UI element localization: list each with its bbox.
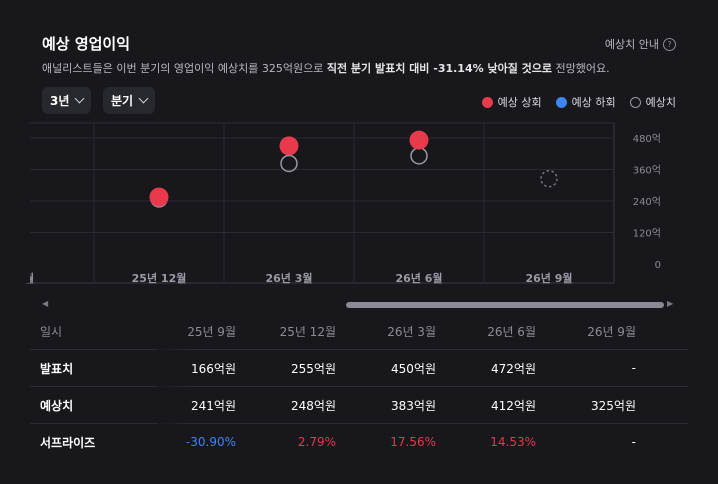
chevron-down-icon <box>138 93 149 104</box>
table-cell: 412억원 <box>491 398 536 413</box>
chart-legend: 예상 상회 예상 하회 예상치 <box>481 94 676 110</box>
table-row: 서프라이즈 -30.90% 2.79% 17.56% 14.53% - <box>30 424 688 460</box>
page-title: 예상 영업이익 <box>42 35 131 53</box>
scroll-left-arrow[interactable]: ◀ <box>42 299 49 308</box>
table-header-label: 일시 <box>40 324 63 339</box>
unit-value: 분기 <box>111 94 134 108</box>
row-label: 서프라이즈 <box>40 435 96 450</box>
chart-left-mask <box>0 123 30 283</box>
table-cell: 248억원 <box>291 398 336 413</box>
chart-scrollbar-thumb[interactable] <box>346 302 664 308</box>
x-tick-label: 26년 9월 <box>525 271 572 285</box>
legend-above-label: 예상 상회 <box>497 96 542 109</box>
scroll-right-arrow[interactable]: ▶ <box>667 299 674 308</box>
y-tick-label: 240억 <box>633 196 661 208</box>
period-value: 3년 <box>50 94 70 108</box>
legend-item-above: 예상 상회 <box>481 94 542 110</box>
table-cell: 325억원 <box>591 398 636 413</box>
estimate-point <box>540 169 558 188</box>
surprise-cell: 17.56% <box>390 435 436 449</box>
table-header-cell: 26년 6월 <box>487 324 536 339</box>
table-row: 예상치 241억원 248억원 383억원 412억원 325억원 <box>30 387 688 424</box>
actual-point <box>149 187 169 207</box>
surprise-cell: 14.53% <box>490 435 536 449</box>
legend-below-label: 예상 하회 <box>571 96 616 109</box>
legend-estimate-label: 예상치 <box>645 96 676 109</box>
table-header-row: 일시 25년 9월 25년 12월 26년 3월 26년 6월 26년 9월 <box>30 313 688 350</box>
table-row: 발표치 166억원 255억원 450억원 472억원 - <box>30 350 688 387</box>
legend-below-dot <box>555 96 567 108</box>
legend-item-below: 예상 하회 <box>555 94 616 110</box>
y-tick-label: 480억 <box>633 133 661 145</box>
summary-prefix: 애널리스트들은 이번 분기의 영업이익 예상치를 325억원으로 <box>42 62 327 75</box>
earnings-table: 일시 25년 9월 25년 12월 26년 3월 26년 6월 26년 9월 발… <box>30 313 688 460</box>
row-label: 예상치 <box>40 398 74 413</box>
y-tick-label: 360억 <box>633 165 661 177</box>
question-icon: ? <box>663 37 676 51</box>
estimate-guide-link[interactable]: 예상치 안내 ? <box>605 36 676 52</box>
x-tick-label: 25년 12월 <box>132 271 187 285</box>
table-cell: 255억원 <box>291 361 336 376</box>
actual-point <box>279 136 299 156</box>
x-tick-label: 26년 3월 <box>265 271 312 285</box>
table-header-cell: 26년 9월 <box>587 324 636 339</box>
period-dropdown[interactable]: 3년 <box>42 87 92 114</box>
y-tick-label: 120억 <box>633 228 661 240</box>
x-tick-label: 26년 6월 <box>395 271 442 285</box>
chevron-down-icon <box>74 93 85 104</box>
estimate-point <box>410 147 428 165</box>
table-cell: 383억원 <box>391 398 436 413</box>
actual-point <box>409 130 429 150</box>
summary-text: 애널리스트들은 이번 분기의 영업이익 예상치를 325억원으로 직전 분기 발… <box>42 60 610 76</box>
summary-suffix: 전망했어요. <box>552 62 610 75</box>
legend-above-dot <box>481 96 493 108</box>
table-cell: 166억원 <box>191 361 236 376</box>
table-cell: - <box>631 361 636 375</box>
table-cell: 241억원 <box>191 398 236 413</box>
unit-dropdown[interactable]: 분기 <box>103 87 156 114</box>
table-header-cell: 25년 9월 <box>187 324 236 339</box>
legend-item-estimate: 예상치 <box>629 94 676 110</box>
surprise-cell: -30.90% <box>185 435 236 449</box>
summary-highlight: 직전 분기 발표치 대비 -31.14% 낮아질 것으로 <box>326 62 553 75</box>
y-tick-label: 0 <box>655 260 661 271</box>
table-cell: 450억원 <box>391 361 436 376</box>
estimate-point <box>280 154 298 173</box>
surprise-cell: - <box>631 435 636 449</box>
legend-estimate-dot <box>629 96 641 108</box>
table-cell: 472억원 <box>491 361 536 376</box>
row-label: 발표치 <box>40 361 74 376</box>
table-header-cell: 26년 3월 <box>387 324 436 339</box>
table-header-cell: 25년 12월 <box>279 324 336 339</box>
surprise-cell: 2.79% <box>297 435 336 449</box>
guide-label: 예상치 안내 <box>604 38 659 51</box>
